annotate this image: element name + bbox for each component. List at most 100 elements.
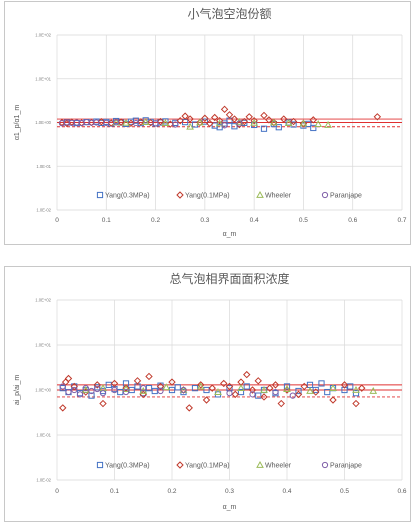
data-point [64,374,73,383]
x-tick-label: 0.2 [167,488,176,495]
data-point [226,390,233,397]
series-circle [59,383,296,399]
legend-entry: Paranjape [321,461,362,470]
y-axis-label: α1_p/α1_m [14,105,21,141]
data-point [369,386,378,394]
data-point [243,383,250,390]
data-point [220,105,229,114]
legend-entry: Yang(0.3MPa) [96,461,150,470]
legend-marker [256,460,264,468]
data-point [145,385,153,392]
data-point [243,370,251,379]
y-tick-label: 1.0E-02 [36,478,51,483]
data-point [206,119,214,128]
series-circle [58,119,243,129]
data-point [237,384,245,392]
legend-label: Wheeler [265,463,292,470]
data-point [373,113,382,121]
legend-label: Paranjape [330,193,362,200]
legend-marker [176,461,184,469]
data-point [211,113,219,122]
chart-panel-alpha1: 小气泡空泡份额 0 0.1 0.2 0.3 0.4 0.5 0.6 0.7 1.0E-02 1.0E… [4,1,411,245]
data-point [172,121,179,128]
data-point [132,119,139,127]
x-axis-label: α_m [223,504,237,511]
data-point [215,116,224,125]
legend-marker [176,191,184,199]
legend-marker [256,190,264,198]
data-point [310,124,317,132]
x-tick-label: 0.7 [397,217,406,224]
y-tick-label: 1.0E-01 [36,164,51,169]
data-point [299,119,308,128]
y-tick-label: 1.0E+01 [35,76,51,81]
data-point [128,386,135,394]
chart-panel-ai: 总气泡相界面面积浓度 0 0.1 0.2 0.3 0.4 0.5 0.6 1.0E-02 1.0E… [4,266,411,522]
data-point [347,383,354,390]
data-point [306,386,314,394]
data-point [176,116,184,125]
data-point [122,118,130,126]
data-point [260,111,268,120]
data-point [266,384,274,392]
data-point [196,382,205,390]
data-point [186,122,194,130]
data-point [270,118,278,126]
data-point [110,379,119,388]
legend-entry: Wheeler [256,190,292,200]
data-point [289,392,296,399]
data-point [161,119,170,126]
data-point [237,388,245,396]
data-point [133,377,142,385]
data-point [283,383,291,390]
data-point [197,381,205,389]
data-point [94,384,101,391]
data-point [103,119,110,126]
data-point [318,380,325,387]
legend-label: Paranjape [330,463,362,470]
data-point [245,113,253,121]
data-point [168,378,176,386]
x-tick-label: 0 [55,488,59,495]
legend-marker [96,461,104,469]
data-point [105,381,112,388]
data-point [272,388,279,396]
data-point [152,120,159,127]
data-point [111,386,118,394]
data-point [309,116,317,124]
data-point [185,404,193,412]
data-point [93,381,101,389]
data-point [312,388,320,396]
x-tick-label: 0 [55,217,59,224]
x-tick-label: 0.5 [340,488,349,495]
data-point [59,404,67,412]
legend-label: Yang(0.1MPa) [185,463,230,470]
data-point [324,120,332,128]
data-point [240,117,248,126]
data-point [59,383,66,390]
series-triangle [81,382,378,395]
data-point [117,118,125,126]
data-point [295,387,302,395]
data-point [59,385,66,392]
data-point [156,117,165,126]
chart-ai-svg: 总气泡相界面面积浓度 0 0.1 0.2 0.3 0.4 0.5 0.6 1.0E-02 1.0E… [14,271,407,511]
data-point [156,382,165,391]
data-point [254,377,262,385]
legend-entry: Wheeler [256,460,292,470]
data-point [260,393,268,401]
data-point [174,384,181,391]
data-point [94,385,101,393]
data-point [65,388,72,396]
legend-label: Wheeler [265,193,292,200]
data-point [93,119,100,126]
x-tick-label: 0.3 [200,217,209,224]
data-point [81,385,90,393]
data-point [76,391,84,398]
legend-label: Yang(0.3MPa) [105,193,150,200]
data-point [99,399,107,408]
data-point [294,390,303,399]
data-point [97,118,106,126]
legend-entry: Yang(0.1MPa) [176,461,230,470]
data-point [300,382,308,391]
